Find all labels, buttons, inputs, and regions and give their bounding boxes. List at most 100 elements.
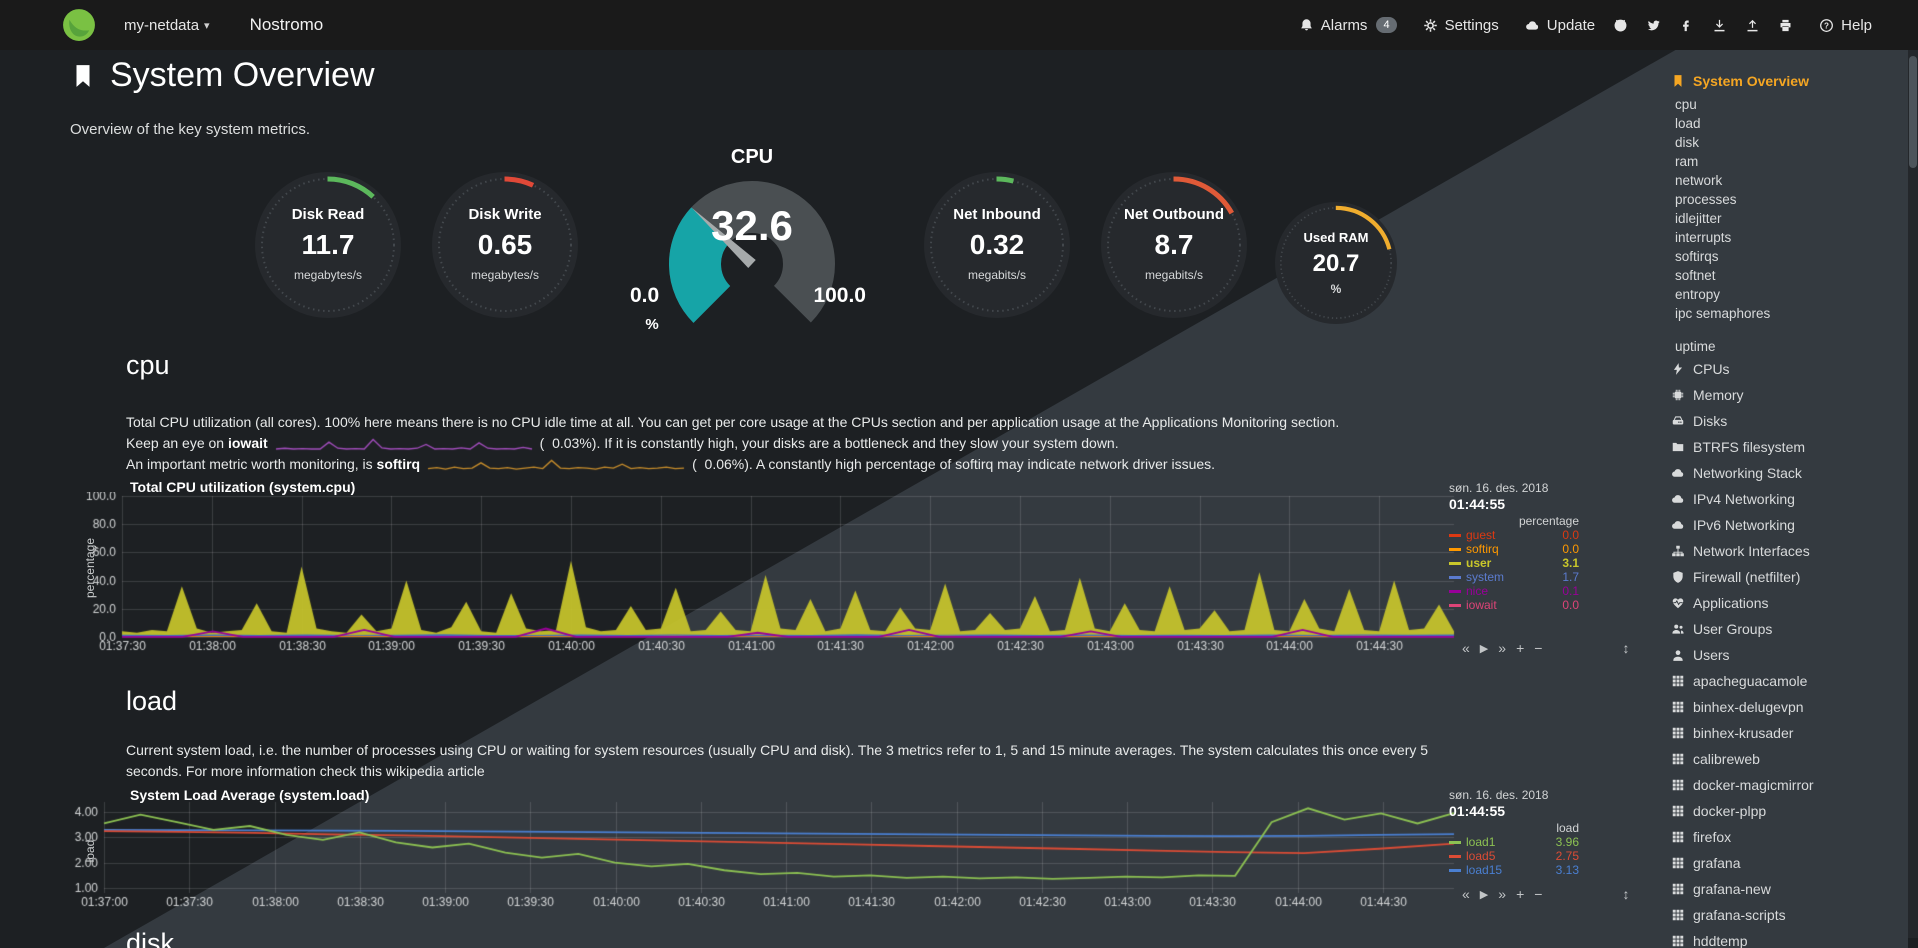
sidebar-item-binhex-delugevpn[interactable]: binhex-delugevpn	[1663, 694, 1905, 720]
folder-icon	[1671, 440, 1685, 454]
page-scrollbar[interactable]	[1908, 50, 1918, 948]
gauge-value: 0.32	[969, 229, 1025, 260]
cpu-chart[interactable]	[60, 492, 1456, 654]
brand-title[interactable]: Nostromo	[249, 15, 324, 34]
hostname-dropdown[interactable]: my-netdata ▾	[124, 17, 210, 34]
sidebar-item-network[interactable]: network	[1663, 171, 1905, 190]
sidebar-item-binhex-krusader[interactable]: binhex-krusader	[1663, 720, 1905, 746]
pan-backward-icon[interactable]: «	[1462, 640, 1470, 656]
pan-backward-icon[interactable]: «	[1462, 886, 1470, 902]
scrollbar-thumb[interactable]	[1909, 56, 1917, 168]
legend-item-iowait[interactable]: iowait 0.0	[1449, 598, 1579, 612]
sidebar-item-system-overview[interactable]: System Overview	[1663, 67, 1905, 95]
caret-down-icon: ▾	[204, 19, 210, 32]
legend-item-nice[interactable]: nice 0.1	[1449, 584, 1579, 598]
import-snapshot-button[interactable]	[1745, 18, 1760, 33]
grid-icon	[1671, 674, 1685, 688]
sidebar-item-grafana-scripts[interactable]: grafana-scripts	[1663, 902, 1905, 928]
sidebar-item-ipv6-networking[interactable]: IPv6 Networking	[1663, 512, 1905, 538]
sidebar-item-docker-magicmirror[interactable]: docker-magicmirror	[1663, 772, 1905, 798]
sidebar-item-entropy[interactable]: entropy	[1663, 285, 1905, 304]
sidebar-item-idlejitter[interactable]: idlejitter	[1663, 209, 1905, 228]
legend-item-system[interactable]: system 1.7	[1449, 570, 1579, 584]
sidebar-item-ipv4-networking[interactable]: IPv4 Networking	[1663, 486, 1905, 512]
wikipedia-link[interactable]: this wikipedia article	[360, 763, 485, 779]
print-button[interactable]	[1778, 18, 1793, 33]
legend-swatch	[1449, 589, 1461, 593]
legend-item-user[interactable]: user 3.1	[1449, 556, 1579, 570]
zoom-in-icon[interactable]: +	[1516, 886, 1525, 902]
legend-item-guest[interactable]: guest 0.0	[1449, 528, 1579, 542]
netdata-logo[interactable]	[62, 8, 96, 42]
sidebar-item-disk[interactable]: disk	[1663, 133, 1905, 152]
sidebar-item-softnet[interactable]: softnet	[1663, 266, 1905, 285]
zoom-out-icon[interactable]: −	[1534, 640, 1543, 656]
settings-button[interactable]: Settings	[1423, 17, 1499, 34]
sidebar-item-interrupts[interactable]: interrupts	[1663, 228, 1905, 247]
sidebar-item-user-groups[interactable]: User Groups	[1663, 616, 1905, 642]
grid-icon	[1671, 856, 1685, 870]
gauge-used-ram[interactable]: Used RAM 20.7 %	[1275, 202, 1397, 324]
resize-icon[interactable]: ↕	[1622, 886, 1630, 902]
play-icon[interactable]: ▶	[1479, 888, 1489, 901]
cpu-legend-items: guest 0.0 softirq 0.0 user 3.1 s	[1449, 528, 1579, 612]
sidebar-item-load[interactable]: load	[1663, 114, 1905, 133]
sidebar-item-label: Users	[1693, 647, 1730, 663]
play-icon[interactable]: ▶	[1479, 642, 1489, 655]
legend-item-load15[interactable]: load15 3.13	[1449, 863, 1579, 877]
sidebar-item-disks[interactable]: Disks	[1663, 408, 1905, 434]
navbar: my-netdata ▾ Nostromo Alarms 4 Settings …	[0, 0, 1918, 50]
load-chart-legend: søn. 16. des. 2018 01:44:55 load load1 3…	[1449, 788, 1579, 877]
sidebar-item-docker-plpp[interactable]: docker-plpp	[1663, 798, 1905, 824]
sidebar-item-networking-stack[interactable]: Networking Stack	[1663, 460, 1905, 486]
sidebar-item-apacheguacamole[interactable]: apacheguacamole	[1663, 668, 1905, 694]
legend-item-softirq[interactable]: softirq 0.0	[1449, 542, 1579, 556]
sidebar-item-processes[interactable]: processes	[1663, 190, 1905, 209]
update-button[interactable]: Update	[1525, 17, 1595, 34]
sidebar-item-uptime[interactable]: uptime	[1663, 337, 1905, 356]
sidebar-item-firefox[interactable]: firefox	[1663, 824, 1905, 850]
facebook-link[interactable]	[1679, 18, 1694, 33]
sidebar-item-calibreweb[interactable]: calibreweb	[1663, 746, 1905, 772]
sidebar-item-label: binhex-delugevpn	[1693, 699, 1804, 715]
pan-forward-icon[interactable]: »	[1498, 640, 1507, 656]
export-snapshot-button[interactable]	[1712, 18, 1727, 33]
alarms-button[interactable]: Alarms 4	[1299, 17, 1397, 34]
pan-forward-icon[interactable]: »	[1498, 886, 1507, 902]
legend-name: nice	[1466, 584, 1489, 598]
update-label: Update	[1546, 16, 1596, 34]
sidebar-item-network-interfaces[interactable]: Network Interfaces	[1663, 538, 1905, 564]
sidebar-item-applications[interactable]: Applications	[1663, 590, 1905, 616]
zoom-out-icon[interactable]: −	[1534, 886, 1543, 902]
help-button[interactable]: Help	[1819, 17, 1872, 34]
sidebar-item-ipc-semaphores[interactable]: ipc semaphores	[1663, 304, 1905, 323]
sidebar-item-label: Networking Stack	[1693, 465, 1802, 481]
text: Keep an eye on	[126, 435, 228, 451]
sidebar-item-grafana[interactable]: grafana	[1663, 850, 1905, 876]
sidebar-item-softirqs[interactable]: softirqs	[1663, 247, 1905, 266]
gauge-disk-write[interactable]: Disk Write 0.65 megabytes/s	[432, 172, 578, 318]
sidebar-item-label: disk	[1675, 135, 1700, 150]
zoom-in-icon[interactable]: +	[1516, 640, 1525, 656]
github-link[interactable]	[1613, 18, 1628, 33]
sidebar-item-cpu[interactable]: cpu	[1663, 95, 1905, 114]
sidebar-item-users[interactable]: Users	[1663, 642, 1905, 668]
sidebar-item-cpus[interactable]: CPUs	[1663, 356, 1905, 382]
sidebar-item-grafana-new[interactable]: grafana-new	[1663, 876, 1905, 902]
gauge-net-inbound[interactable]: Net Inbound 0.32 megabits/s	[924, 172, 1070, 318]
gauge-disk-read[interactable]: Disk Read 11.7 megabytes/s	[255, 172, 401, 318]
gauge-units: megabits/s	[967, 268, 1027, 282]
sidebar-item-hddtemp[interactable]: hddtemp	[1663, 928, 1905, 948]
sidebar-item-memory[interactable]: Memory	[1663, 382, 1905, 408]
legend-item-load5[interactable]: load5 2.75	[1449, 849, 1579, 863]
sidebar-item-ram[interactable]: ram	[1663, 152, 1905, 171]
twitter-link[interactable]	[1646, 18, 1661, 33]
resize-icon[interactable]: ↕	[1622, 640, 1630, 656]
legend-item-load1[interactable]: load1 3.96	[1449, 835, 1579, 849]
sidebar-item-btrfs-filesystem[interactable]: BTRFS filesystem	[1663, 434, 1905, 460]
sidebar-item-firewall-netfilter[interactable]: Firewall (netfilter)	[1663, 564, 1905, 590]
gauge-cpu[interactable]: CPU 32.6 0.0 100.0 %	[612, 146, 892, 356]
load-chart[interactable]	[60, 798, 1456, 910]
grid-icon	[1671, 778, 1685, 792]
gauge-net-outbound[interactable]: Net Outbound 8.7 megabits/s	[1101, 172, 1247, 318]
